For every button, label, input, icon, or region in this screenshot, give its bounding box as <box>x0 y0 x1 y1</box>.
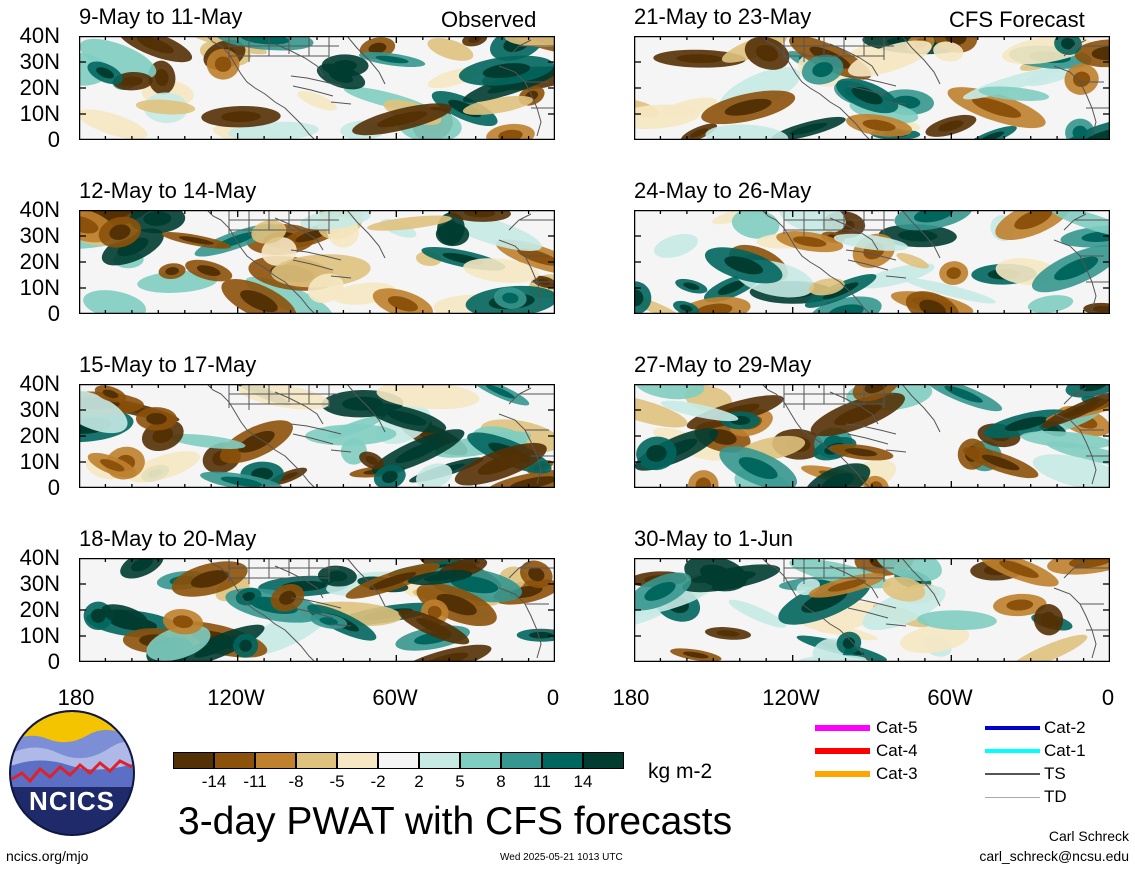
map-panel-observed-1 <box>51 23 599 148</box>
map-panel-observed-4 <box>78 550 566 677</box>
colorbar-label: -5 <box>329 772 345 791</box>
y-tick-label: 30N <box>19 571 60 596</box>
footer-timestamp: Wed 2025-05-21 1013 UTC <box>500 852 623 863</box>
y-tick-label: 40N <box>19 197 60 222</box>
colorbar-swatch <box>214 752 255 769</box>
panel-title: 21-May to 23-May <box>634 4 812 29</box>
footer-author: Carl Schreck <box>1048 828 1129 844</box>
legend-line <box>815 771 870 777</box>
legend-label: TS <box>1044 764 1066 783</box>
legend-label: Cat-2 <box>1044 718 1086 737</box>
colorbar-swatch <box>501 752 542 769</box>
map-panel-observed-3 <box>44 377 581 497</box>
x-tick-label: 0 <box>546 685 560 710</box>
y-tick-label: 20N <box>19 423 60 448</box>
panel-title: 18-May to 20-May <box>79 526 257 551</box>
legend-line <box>985 726 1040 730</box>
y-tick-label: 40N <box>19 545 60 570</box>
map-panel-observed-2 <box>35 190 582 324</box>
colorbar-swatch <box>378 752 419 769</box>
main-title: 3-day PWAT with CFS forecasts <box>178 800 733 843</box>
legend-label: Cat-3 <box>876 764 918 783</box>
y-tick-label: 40N <box>19 371 60 396</box>
colorbar-swatch <box>460 752 501 769</box>
y-tick-label: 30N <box>19 49 60 74</box>
x-tick-label: 60W <box>927 685 973 710</box>
x-tick-label: 60W <box>372 685 418 710</box>
colorbar-label: 14 <box>573 772 593 791</box>
legend-line <box>985 749 1040 753</box>
legend-label: Cat-1 <box>1044 741 1086 760</box>
x-tick-label: 120W <box>762 685 820 710</box>
legend-line <box>985 773 1040 775</box>
colorbar-swatch <box>419 752 460 769</box>
y-tick-label: 10N <box>19 449 60 474</box>
y-tick-label: 20N <box>19 75 60 100</box>
y-tick-label: 10N <box>19 623 60 648</box>
legend-label: Cat-4 <box>876 741 918 760</box>
map-panel-forecast-3 <box>597 369 1135 506</box>
panel-title: 30-May to 1-Jun <box>634 526 793 551</box>
y-tick-label: 30N <box>19 223 60 248</box>
ncics-logo <box>8 709 136 837</box>
colorbar-label: 8 <box>496 772 506 791</box>
legend-label: TD <box>1044 787 1067 806</box>
cfs-forecast-label: CFS Forecast <box>949 7 1085 32</box>
x-tick-label: 0 <box>1101 685 1115 710</box>
colorbar-unit: kg m-2 <box>648 760 713 783</box>
x-tick-label: 180 <box>612 685 650 710</box>
y-tick-label: 20N <box>19 597 60 622</box>
y-tick-label: 30N <box>19 397 60 422</box>
colorbar-label: 5 <box>455 772 465 791</box>
colorbar-label: 11 <box>533 772 551 791</box>
panel-title: 12-May to 14-May <box>79 178 257 203</box>
y-tick-label: 0 <box>47 127 60 152</box>
y-tick-label: 0 <box>47 649 60 674</box>
colorbar-swatch <box>542 752 583 769</box>
y-tick-label: 10N <box>19 275 60 300</box>
logo-text: NCICS <box>29 786 115 816</box>
colorbar-swatch <box>255 752 296 769</box>
map-panel-forecast-2 <box>619 197 1135 328</box>
y-tick-label: 40N <box>19 23 60 48</box>
y-tick-label: 10N <box>19 101 60 126</box>
colorbar-label: -8 <box>288 772 304 791</box>
colorbar-label: -11 <box>243 772 267 791</box>
observed-label: Observed <box>441 7 537 32</box>
colorbar-swatch <box>173 752 214 769</box>
footer-email: carl_schreck@ncsu.edu <box>979 848 1129 864</box>
map-panel-forecast-4 <box>600 542 1135 671</box>
colorbar-label: -2 <box>370 772 386 791</box>
colorbar-label: -14 <box>201 772 227 791</box>
panel-title: 24-May to 26-May <box>634 178 812 203</box>
y-tick-label: 0 <box>47 475 60 500</box>
x-tick-label: 120W <box>207 685 265 710</box>
colorbar-swatch <box>337 752 378 769</box>
x-tick-label: 180 <box>57 685 95 710</box>
y-tick-label: 20N <box>19 249 60 274</box>
colorbar-swatch <box>583 752 624 769</box>
map-panel-forecast-1 <box>612 20 1135 160</box>
colorbar-swatch <box>296 752 337 769</box>
legend-line <box>815 725 870 731</box>
legend-line <box>815 748 870 754</box>
footer-url: ncics.org/mjo <box>6 848 89 864</box>
panel-title: 9-May to 11-May <box>79 4 243 29</box>
colorbar-label: 2 <box>414 772 424 791</box>
legend-line <box>985 796 1040 798</box>
panel-title: 27-May to 29-May <box>634 352 812 377</box>
y-tick-label: 0 <box>47 301 60 326</box>
legend-label: Cat-5 <box>876 718 918 737</box>
panel-title: 15-May to 17-May <box>79 352 257 377</box>
